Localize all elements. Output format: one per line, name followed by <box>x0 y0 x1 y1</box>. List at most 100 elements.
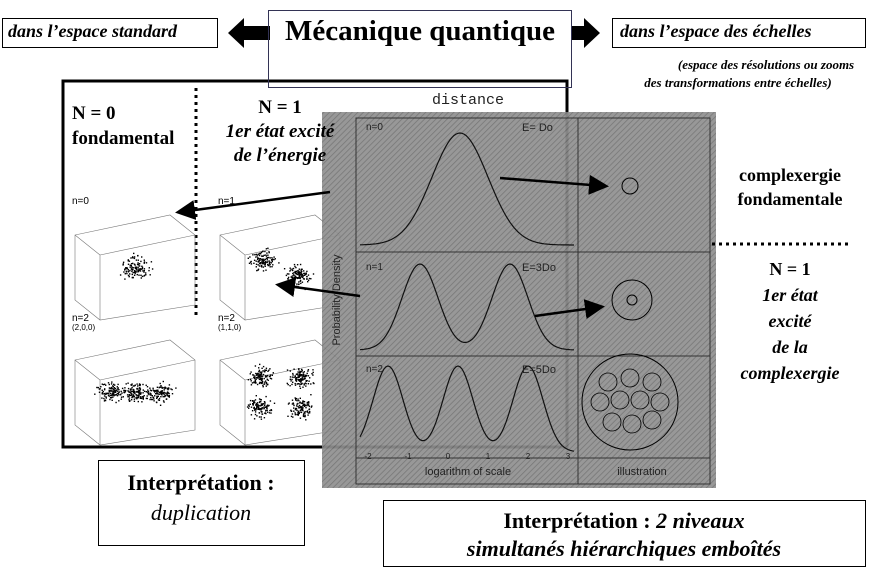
dot <box>261 255 262 256</box>
dot <box>303 414 304 415</box>
dot <box>308 412 309 413</box>
dot <box>291 416 292 417</box>
dot <box>287 416 288 417</box>
dot <box>302 379 303 380</box>
dot <box>300 264 301 265</box>
dot <box>299 402 300 403</box>
dot <box>99 392 100 393</box>
dot <box>135 385 136 386</box>
dot <box>251 263 252 264</box>
dot <box>260 263 261 264</box>
dot <box>148 391 149 392</box>
dot <box>292 400 293 401</box>
dot <box>116 389 117 390</box>
dot <box>110 395 111 396</box>
dot <box>305 411 306 412</box>
dot <box>147 386 148 387</box>
dot <box>298 400 299 401</box>
dot <box>269 262 270 263</box>
dot <box>300 378 301 379</box>
dot <box>265 413 266 414</box>
dot <box>249 256 250 257</box>
dot <box>307 402 308 403</box>
dot <box>297 403 298 404</box>
dot <box>250 371 251 372</box>
dot <box>254 254 255 255</box>
dot <box>130 265 131 266</box>
dot <box>109 399 110 400</box>
dot <box>297 373 298 374</box>
dot <box>275 258 276 259</box>
dot <box>134 264 135 265</box>
dot <box>267 405 268 406</box>
dot <box>149 399 150 400</box>
dot <box>163 381 164 382</box>
dot <box>250 404 251 405</box>
dot <box>157 391 158 392</box>
dot <box>104 393 105 394</box>
dot <box>289 270 290 271</box>
dot <box>117 395 118 396</box>
dot <box>272 375 273 376</box>
arrow <box>180 192 330 212</box>
dot <box>299 386 300 387</box>
label: 1er état <box>762 285 818 306</box>
dot <box>152 395 153 396</box>
dot <box>302 376 303 377</box>
dot <box>299 372 300 373</box>
dot <box>265 264 266 265</box>
dot <box>132 277 133 278</box>
dot <box>309 412 310 413</box>
dot <box>259 265 260 266</box>
dot <box>109 395 110 396</box>
dot <box>123 396 124 397</box>
dot <box>294 264 295 265</box>
dot <box>258 269 259 270</box>
label: fondamental <box>72 128 174 150</box>
dot <box>138 271 139 272</box>
dot <box>262 385 263 386</box>
dot <box>105 393 106 394</box>
dot <box>153 400 154 401</box>
dot <box>302 377 303 378</box>
dot <box>261 265 262 266</box>
dot <box>259 260 260 261</box>
dot <box>250 400 251 401</box>
dot <box>251 380 252 381</box>
dot <box>267 255 268 256</box>
dot <box>298 284 299 285</box>
dot <box>301 406 302 407</box>
dot <box>308 375 309 376</box>
dot <box>291 281 292 282</box>
dot <box>160 383 161 384</box>
dot <box>123 271 124 272</box>
dot <box>265 380 266 381</box>
dot <box>111 383 112 384</box>
dot <box>248 379 249 380</box>
dot <box>259 383 260 384</box>
dot <box>299 275 300 276</box>
dot <box>270 374 271 375</box>
dot <box>150 389 151 390</box>
dot <box>150 395 151 396</box>
dot <box>126 267 127 268</box>
dot <box>255 399 256 400</box>
dot <box>287 273 288 274</box>
dot <box>109 391 110 392</box>
dot <box>266 248 267 249</box>
dot <box>296 400 297 401</box>
dot <box>132 269 133 270</box>
dot <box>121 397 122 398</box>
dot <box>250 373 251 374</box>
dot <box>306 276 307 277</box>
dot <box>307 370 308 371</box>
dot <box>132 389 133 390</box>
dot <box>288 273 289 274</box>
dot <box>266 406 267 407</box>
dot <box>163 396 164 397</box>
dot <box>103 391 104 392</box>
dot <box>253 403 254 404</box>
dot <box>298 377 299 378</box>
dot <box>307 373 308 374</box>
dot <box>99 388 100 389</box>
